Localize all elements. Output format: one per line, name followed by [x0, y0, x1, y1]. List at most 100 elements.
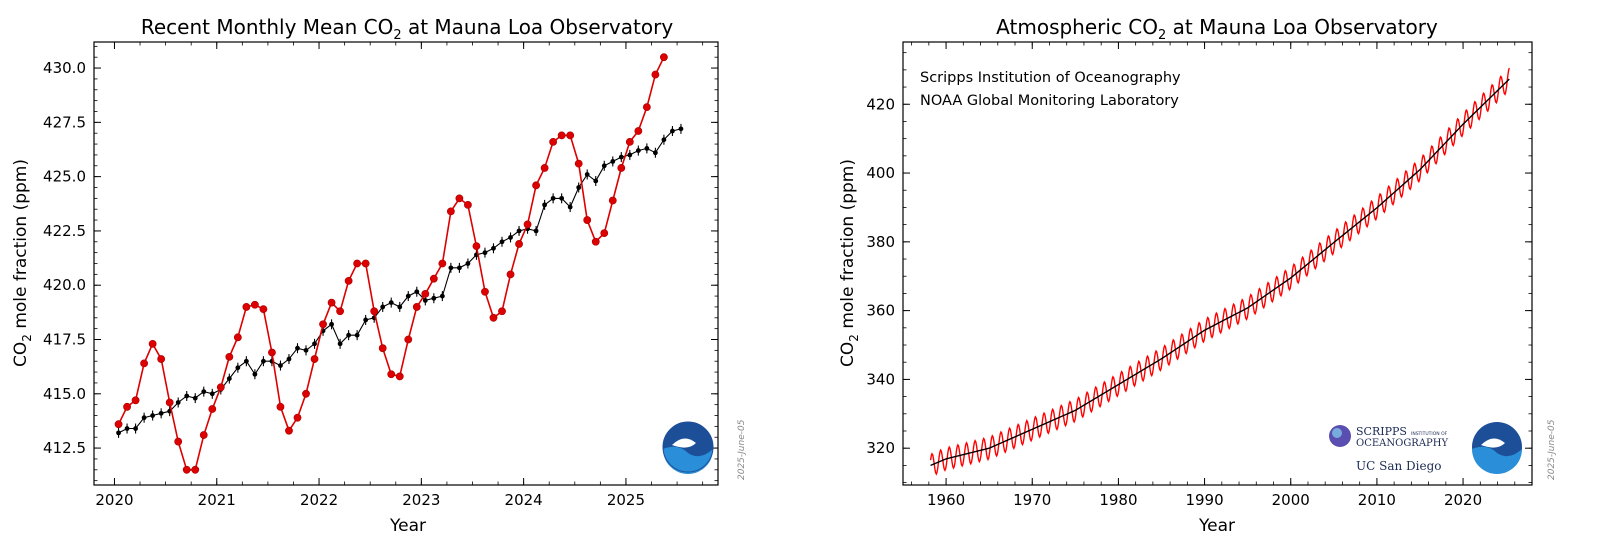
seasonal-adjusted-point [312, 341, 317, 347]
monthly-mean-point [608, 196, 617, 205]
monthly-mean-point [583, 216, 592, 224]
monthly-mean-point [131, 396, 140, 405]
left-y-tick-label: 427.5 [43, 113, 86, 131]
right-y-axis-label: CO2 mole fraction (ppm) [838, 159, 861, 367]
seasonal-adjusted-point [337, 341, 343, 347]
monthly-mean-point [344, 276, 353, 285]
right-x-tick-label: 1990 [1185, 491, 1223, 509]
monthly-mean-point [532, 181, 540, 190]
left-y-tick-label: 420.0 [43, 276, 86, 294]
right-y-tick-label: 320 [866, 439, 895, 457]
monthly-mean-point [361, 259, 370, 268]
seasonal-adjusted-point [184, 393, 190, 399]
monthly-mean-point [233, 333, 242, 342]
seasonal-adjusted-point [286, 356, 292, 362]
seasonal-adjusted-point [491, 245, 496, 251]
right-x-tick-label: 1970 [1013, 491, 1051, 509]
monthly-mean-point [157, 355, 166, 363]
seasonal-adjusted-point [380, 304, 386, 310]
seasonal-adjusted-point [516, 228, 522, 234]
left-y-tick-label: 415.0 [43, 385, 86, 403]
right-plot-frame [902, 41, 1533, 486]
monthly-mean-point [370, 307, 379, 316]
seasonal-adjusted-point [439, 293, 445, 299]
monthly-mean-point [651, 70, 660, 79]
monthly-mean-point [566, 131, 575, 140]
monthly-mean-point [225, 352, 234, 361]
seasonal-adjusted-point [601, 163, 607, 169]
seasonal-adjusted-point [243, 358, 249, 364]
seasonal-adjusted-point [644, 146, 650, 151]
seasonal-adjusted-point [584, 172, 590, 177]
seasonal-adjusted-point [295, 345, 300, 351]
left-chart: Recent Monthly Mean CO2 at Mauna Loa Obs… [11, 15, 747, 536]
seasonal-adjusted-point [610, 159, 616, 164]
seasonal-adjusted-point [618, 154, 624, 160]
seasonal-adjusted-point [329, 321, 334, 327]
seasonal-adjusted-point [354, 332, 360, 338]
monthly-mean-point [165, 398, 174, 407]
left-x-tick-label: 2020 [95, 491, 133, 509]
seasonal-adjusted-point [388, 300, 394, 305]
legend-noaa-text: NOAA Global Monitoring Laboratory [920, 93, 1179, 109]
seasonal-adjusted-point [550, 195, 556, 201]
seasonal-adjusted-point [397, 304, 403, 310]
right-series [929, 67, 1510, 476]
monthly-mean-point [148, 339, 157, 348]
left-series [114, 53, 684, 474]
right-chart: Atmospheric CO2 at Mauna Loa Observatory… [838, 15, 1557, 536]
right-y-tick-label: 400 [866, 164, 895, 182]
monthly-mean-point [285, 426, 293, 435]
seasonal-adjusted-point [363, 317, 369, 323]
scripps-logo-institution: INSTITUTION OF [1411, 431, 1448, 437]
seasonal-adjusted-point [278, 363, 283, 368]
monthly-mean-point [319, 320, 327, 329]
monthly-mean-point [523, 220, 532, 229]
monthly-mean-point [617, 164, 626, 172]
right-x-tick-label: 2020 [1444, 491, 1482, 509]
monthly-mean-point [557, 131, 566, 140]
seasonal-adjusted-point [576, 185, 582, 190]
seasonal-adjusted-point [678, 126, 684, 132]
right-y-tick-label: 340 [866, 370, 895, 388]
seasonal-adjusted-point [422, 298, 428, 303]
monthly-mean-point [259, 305, 268, 314]
seasonal-adjusted-point [567, 204, 573, 210]
seasonal-adjusted-point [542, 202, 548, 208]
right-date-stamp: 2025-June-05 [1547, 419, 1557, 480]
monthly-mean-point [250, 300, 259, 309]
left-y-tick-label: 422.5 [43, 222, 86, 240]
left-y-tick-label: 430.0 [43, 59, 86, 77]
monthly-mean-point [242, 303, 251, 311]
seasonal-adjusted-point [508, 235, 513, 240]
monthly-mean-point [182, 465, 191, 474]
legend-scripps-text: Scripps Institution of Oceanography [920, 70, 1181, 86]
monthly-mean-point [472, 242, 481, 251]
right-y-tick-label: 420 [866, 95, 895, 113]
noaa-logo [662, 421, 714, 474]
left-x-tick-label: 2021 [198, 491, 236, 509]
right-x-tick-label: 1980 [1099, 491, 1137, 509]
seasonal-adjusted-point [465, 261, 471, 266]
seasonal-adjusted-point [116, 430, 121, 436]
left-plot-frame [93, 41, 719, 486]
seasonal-adjusted-point [175, 400, 181, 405]
seasonal-adjusted-point [499, 239, 505, 245]
monthly-mean-point [429, 274, 438, 283]
seasonal-adjusted-point [405, 293, 411, 299]
right-axes: 1960 1970 1980 1990 2000 2010 2020 320 340 360 380… [866, 42, 1533, 509]
seasonal-adjusted-point [124, 426, 130, 431]
monthly-mean-point [310, 355, 319, 363]
seasonal-adjusted-point [448, 265, 454, 271]
monthly-mean-point [455, 194, 464, 203]
monthly-mean-point [489, 313, 498, 322]
monthly-mean-point [464, 200, 472, 209]
left-y-tick-label: 425.0 [43, 168, 86, 186]
monthly-mean-point [140, 359, 149, 368]
seasonal-adjusted-point [482, 250, 488, 256]
right-chart-title: Atmospheric CO2 at Mauna Loa Observatory [996, 15, 1438, 43]
monthly-mean-point [481, 287, 489, 296]
seasonal-adjusted-line [118, 128, 682, 434]
monthly-mean-point [412, 303, 421, 311]
scripps-logo-name: SCRIPPS [1356, 425, 1407, 438]
